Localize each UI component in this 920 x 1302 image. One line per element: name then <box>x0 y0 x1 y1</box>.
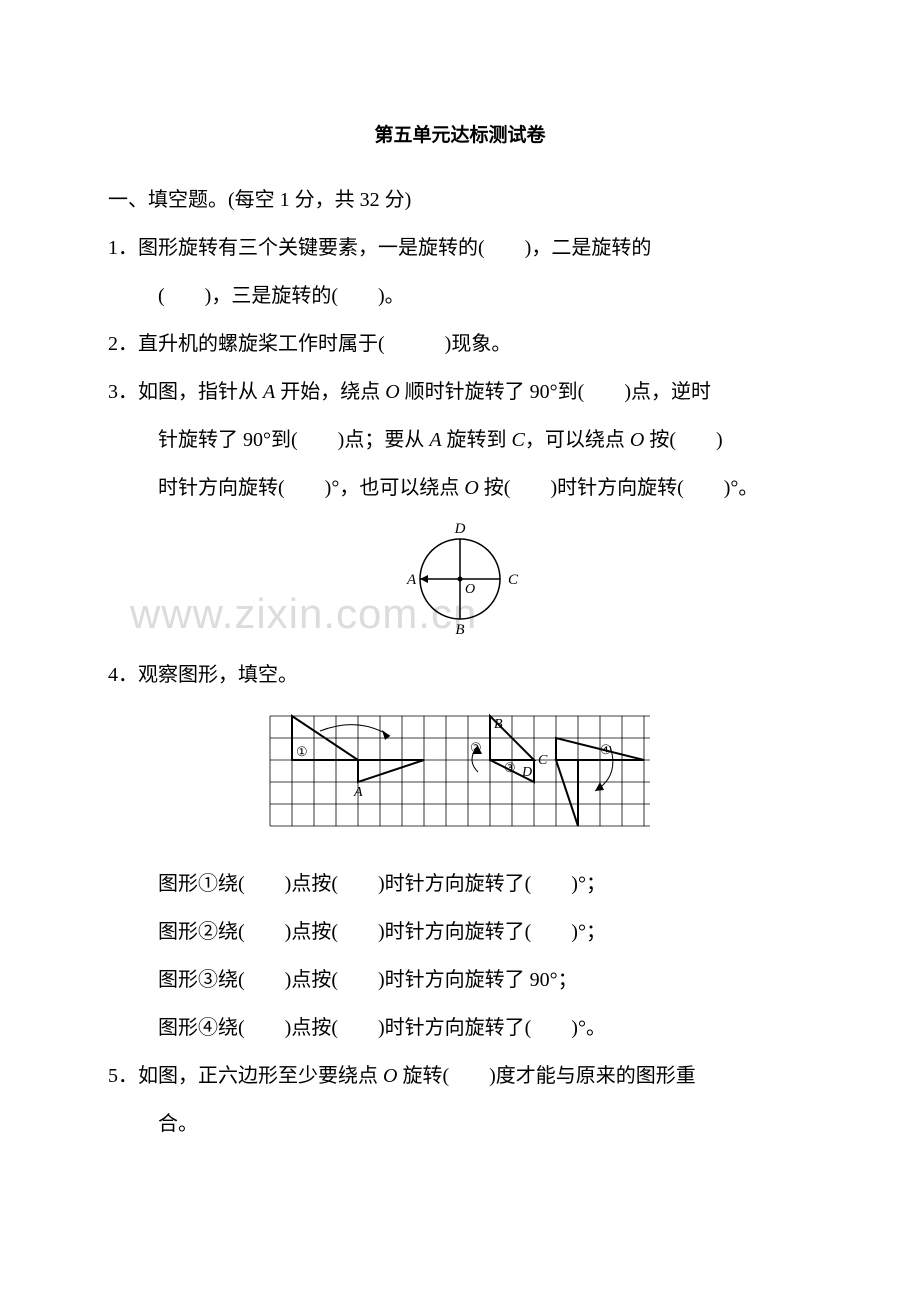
q3-O3: O <box>464 477 478 499</box>
q3-A2: A <box>429 429 441 451</box>
question-2: 2．直升机的螺旋桨工作时属于( )现象。 <box>108 321 812 367</box>
q3-l2d: 按( ) <box>644 429 722 451</box>
q3-l3a: 时针方向旋转( )°，也可以绕点 <box>158 477 464 499</box>
q3-l2c: ，可以绕点 <box>525 429 630 451</box>
q1-number: 1． <box>108 237 138 259</box>
question-1: 1．图形旋转有三个关键要素，一是旋转的( )，二是旋转的 <box>108 225 812 271</box>
q3-l2a: 针旋转了 90°到( )点；要从 <box>158 429 429 451</box>
q3-number: 3． <box>108 381 138 403</box>
q4-line2: 图形②绕( )点按( )时针方向旋转了( )°； <box>108 909 812 955</box>
q4-figure: A B C D ① ② ③ ④ <box>108 706 812 853</box>
q3-l1b: 开始，绕点 <box>275 381 385 403</box>
svg-text:B: B <box>494 717 503 732</box>
q3-l1c: 顺时针旋转了 90°到( )点，逆时 <box>400 381 711 403</box>
q2-text: 直升机的螺旋桨工作时属于( )现象。 <box>138 333 511 355</box>
q4-line4: 图形④绕( )点按( )时针方向旋转了( )°。 <box>108 1005 812 1051</box>
svg-text:O: O <box>465 582 475 597</box>
q3-figure: D C B A O <box>108 519 812 644</box>
svg-text:C: C <box>508 572 519 588</box>
svg-text:④: ④ <box>600 742 612 757</box>
q5-l1b: 旋转( )度才能与原来的图形重 <box>397 1065 695 1087</box>
svg-text:D: D <box>521 765 532 780</box>
svg-text:A: A <box>406 572 417 588</box>
question-4: 4．观察图形，填空。 <box>108 652 812 698</box>
q3-O2: O <box>630 429 644 451</box>
q1-line1: 图形旋转有三个关键要素，一是旋转的( )，二是旋转的 <box>138 237 651 259</box>
q3-A1: A <box>263 381 275 403</box>
page-title: 第五单元达标测试卷 <box>108 120 812 147</box>
section-1-header: 一、填空题。(每空 1 分，共 32 分) <box>108 177 812 223</box>
circle-diagram: D C B A O <box>385 519 535 639</box>
content-wrapper: 第五单元达标测试卷 一、填空题。(每空 1 分，共 32 分) 1．图形旋转有三… <box>108 120 812 1147</box>
q3-l3b: 按( )时针方向旋转( )°。 <box>479 477 759 499</box>
svg-text:B: B <box>455 622 464 638</box>
q5-O: O <box>383 1065 397 1087</box>
grid-diagram: A B C D ① ② ③ ④ <box>260 706 660 848</box>
q3-line3: 时针方向旋转( )°，也可以绕点 O 按( )时针方向旋转( )°。 <box>108 465 812 511</box>
svg-text:C: C <box>538 753 548 768</box>
q2-number: 2． <box>108 333 138 355</box>
question-3: 3．如图，指针从 A 开始，绕点 O 顺时针旋转了 90°到( )点，逆时 <box>108 369 812 415</box>
svg-text:D: D <box>454 521 466 537</box>
q4-header: 观察图形，填空。 <box>138 664 298 686</box>
question-5: 5．如图，正六边形至少要绕点 O 旋转( )度才能与原来的图形重 <box>108 1053 812 1099</box>
q3-l1a: 如图，指针从 <box>138 381 263 403</box>
svg-text:A: A <box>353 785 363 800</box>
q3-line2: 针旋转了 90°到( )点；要从 A 旋转到 C，可以绕点 O 按( ) <box>108 417 812 463</box>
svg-text:①: ① <box>296 744 308 759</box>
svg-text:③: ③ <box>504 760 516 775</box>
q4-line1: 图形①绕( )点按( )时针方向旋转了( )°； <box>108 861 812 907</box>
q3-C1: C <box>512 429 525 451</box>
q5-number: 5． <box>108 1065 138 1087</box>
q5-l1a: 如图，正六边形至少要绕点 <box>138 1065 383 1087</box>
q4-number: 4． <box>108 664 138 686</box>
q4-line3: 图形③绕( )点按( )时针方向旋转了 90°； <box>108 957 812 1003</box>
q3-O1: O <box>385 381 399 403</box>
q1-line2: ( )，三是旋转的( )。 <box>108 273 812 319</box>
q3-l2b: 旋转到 <box>442 429 512 451</box>
svg-text:②: ② <box>470 740 482 755</box>
q5-line2: 合。 <box>108 1101 812 1147</box>
